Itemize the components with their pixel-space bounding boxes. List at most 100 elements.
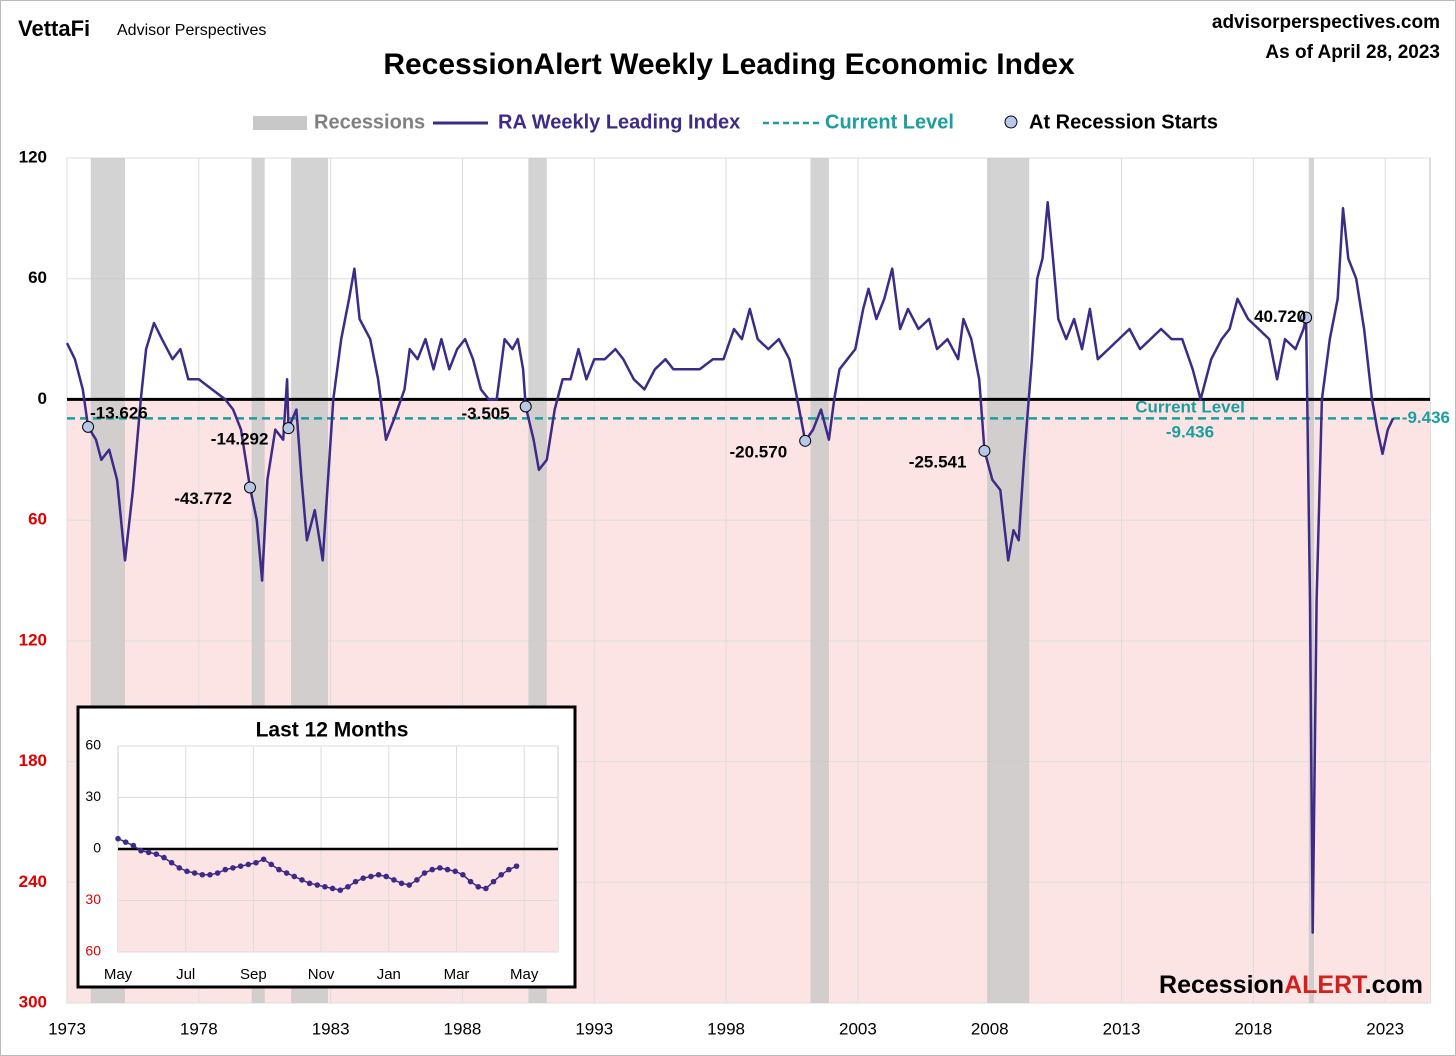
recession-start-marker [799,434,812,447]
legend-label: At Recession Starts [1029,111,1218,133]
index-point [207,871,213,878]
index-point [168,859,175,866]
index-point [199,871,206,878]
recession-start-marker [82,420,95,433]
y-tick-label: 300 [19,992,47,1011]
current-level-value: -9.436 [1402,408,1450,427]
index-point [452,868,459,875]
index-point [345,883,351,890]
y-tick-label: 0 [38,389,47,408]
y-tick-label: 30 [85,891,101,907]
index-line [65,201,1395,934]
y-tick-label: 60 [85,943,101,959]
index-point [299,877,305,883]
index-point [444,866,451,873]
recession-start-label: -25.541 [909,452,967,471]
index-point [498,871,505,878]
y-tick-label: 120 [19,147,47,166]
index-point [467,878,474,885]
x-tick-label: May [104,966,133,983]
index-point [406,882,413,888]
index-point [360,875,367,881]
recession-start-label: -3.505 [462,404,510,423]
y-tick-label: 30 [85,788,101,804]
recession-start-label: -43.772 [174,489,232,508]
recession-start-marker [519,400,532,413]
as-of-date: As of April 28, 2023 [1265,42,1440,63]
index-point [475,883,482,890]
index-point [483,885,489,892]
x-tick-label: Sep [240,966,267,983]
index-point [245,861,252,868]
watermark: RecessionALERT.com [1159,971,1423,999]
index-point [230,865,236,871]
logo: VettaFi [18,16,90,41]
x-tick-label: 2013 [1103,1019,1141,1038]
recession-band [987,158,1030,1003]
index-point [375,871,382,878]
recession-start-label: -14.292 [211,430,269,449]
current-level-annotation: Current Level [1135,397,1245,416]
index-point [437,865,443,871]
index-point [115,835,121,842]
index-point [222,866,229,873]
y-tick-label: 180 [19,751,47,770]
x-tick-label: May [510,966,539,983]
index-point [421,870,428,876]
index-point [398,880,405,887]
index-point [283,870,290,876]
y-tick-label: 60 [28,510,47,529]
y-tick-label: 60 [28,268,47,287]
x-tick-label: 2023 [1366,1019,1404,1038]
current-level-value: -9.436 [1166,422,1214,441]
index-point [214,870,221,876]
x-tick-label: Jul [176,966,195,983]
index-point [368,873,374,880]
index-point [322,883,328,890]
index-point [153,851,160,857]
chart-title: RecessionAlert Weekly Leading Economic I… [383,48,1075,81]
index-point [414,877,420,883]
legend-label: Current Level [825,111,954,133]
index-point [122,839,129,845]
recession-start-marker [1300,311,1313,324]
index-point [176,865,183,871]
recession-band [1308,158,1314,1003]
x-tick-label: 2003 [839,1019,877,1038]
index-point [138,847,144,854]
index-point [260,856,267,863]
x-tick-label: Nov [308,966,335,983]
index-point [161,854,167,861]
index-point [268,861,275,868]
y-tick-label: 240 [19,872,47,891]
x-tick-label: 1973 [48,1019,86,1038]
x-tick-label: 2008 [971,1019,1009,1038]
x-tick-label: 1978 [180,1019,218,1038]
index-point [460,871,466,878]
brand: Advisor Perspectives [117,22,266,39]
x-tick-label: 1993 [575,1019,613,1038]
index-point [329,885,336,892]
index-point [145,849,152,856]
index-point [391,877,397,883]
legend-swatch [253,116,307,130]
index-point [276,866,282,873]
recession-start-label: 40.720 [1254,307,1306,326]
y-tick-label: 120 [19,630,47,649]
index-point [191,870,198,876]
recession-start-marker [243,481,256,494]
index-point [130,842,137,849]
y-tick-label: 60 [85,737,101,753]
legend-swatch [1004,115,1018,129]
x-tick-label: 2018 [1234,1019,1272,1038]
index-point [429,866,436,873]
inset-title: Last 12 Months [256,719,409,742]
index-point [337,887,344,893]
x-tick-label: 1998 [707,1019,745,1038]
watermark-part: .com [1365,971,1423,999]
index-point [291,873,298,880]
legend-label: Recessions [314,111,425,133]
recession-start-label: -20.570 [730,442,788,461]
x-tick-label: 1983 [312,1019,350,1038]
